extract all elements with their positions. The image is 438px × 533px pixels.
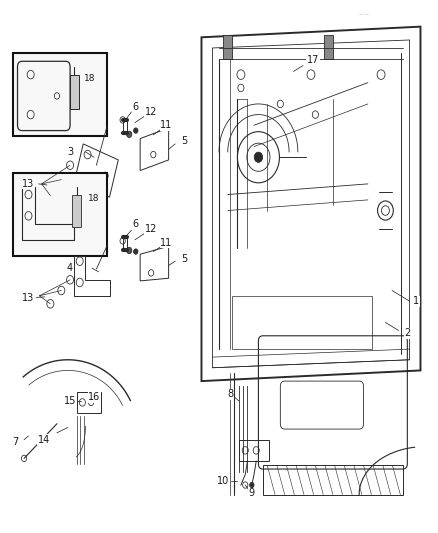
Text: 11: 11 — [160, 238, 173, 247]
Text: 12: 12 — [145, 224, 157, 234]
Bar — [223, 35, 232, 59]
Bar — [263, 465, 403, 495]
Text: 10: 10 — [217, 476, 230, 486]
Text: 9: 9 — [249, 488, 255, 498]
Bar — [72, 195, 81, 227]
Text: 13: 13 — [22, 179, 35, 189]
Circle shape — [254, 152, 263, 163]
Text: 1: 1 — [413, 296, 419, 306]
Text: 12: 12 — [145, 107, 157, 117]
Text: 18: 18 — [84, 74, 95, 83]
Text: 4: 4 — [67, 263, 73, 273]
Bar — [77, 392, 101, 413]
Text: 13: 13 — [22, 294, 35, 303]
Text: 6: 6 — [133, 219, 139, 229]
Text: 5: 5 — [181, 136, 187, 146]
Text: 15: 15 — [64, 396, 76, 406]
Circle shape — [134, 249, 138, 254]
Text: 8: 8 — [227, 390, 233, 399]
Text: 17: 17 — [307, 55, 319, 64]
Text: 16: 16 — [88, 392, 100, 402]
Text: 11: 11 — [160, 120, 173, 130]
Text: 7: 7 — [13, 438, 19, 447]
Circle shape — [250, 482, 254, 488]
Text: 14: 14 — [38, 435, 50, 445]
Circle shape — [127, 131, 132, 138]
Text: 18: 18 — [88, 194, 100, 203]
Bar — [239, 440, 269, 461]
Bar — [70, 75, 79, 109]
Bar — [232, 296, 372, 349]
Bar — [324, 35, 333, 59]
Text: 2: 2 — [404, 328, 410, 338]
Circle shape — [127, 247, 132, 254]
Circle shape — [134, 128, 138, 133]
Bar — [13, 173, 107, 256]
Bar — [13, 53, 107, 136]
Text: -- --: -- -- — [359, 12, 368, 17]
Text: 3: 3 — [67, 147, 73, 157]
Text: 5: 5 — [181, 254, 187, 263]
Text: 6: 6 — [133, 102, 139, 111]
